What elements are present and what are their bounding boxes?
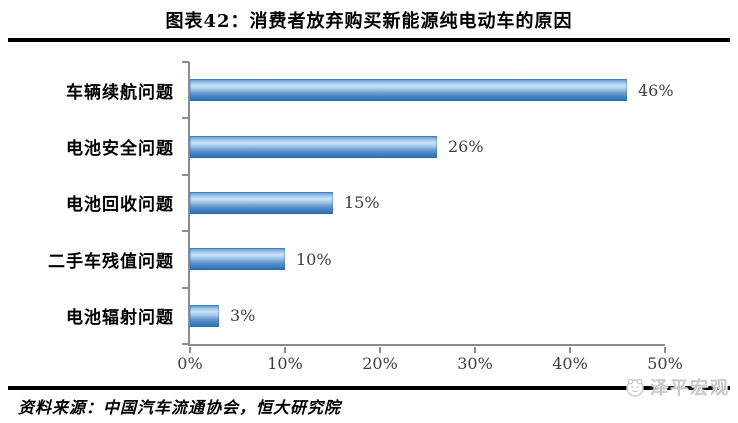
bar-row: 46% — [190, 62, 674, 118]
bar-row: 26% — [190, 118, 665, 174]
x-axis-tick-label: 10% — [267, 354, 303, 373]
category-label: 电池辐射问题 — [66, 308, 174, 329]
value-label: 26% — [448, 137, 484, 157]
category-label: 二手车残值问题 — [48, 251, 174, 272]
category-label: 车辆续航问题 — [66, 82, 174, 103]
x-axis-tick-label: 30% — [457, 354, 493, 373]
x-axis-tick — [569, 347, 571, 353]
zeping-macro-watermark: 泽平宏观 — [624, 374, 730, 400]
value-label: 15% — [344, 193, 380, 213]
source-note: 资料来源：中国汽车流通协会，恒大研究院 — [18, 398, 342, 417]
zeping-macro-mascot-icon — [626, 378, 644, 397]
y-axis-tick — [182, 117, 189, 120]
x-axis-tick-label: 0% — [177, 354, 203, 373]
x-axis-tick — [189, 347, 191, 353]
x-axis-tick — [379, 347, 381, 353]
x-axis-tick-label: 20% — [362, 354, 398, 373]
bar-row: 3% — [190, 288, 665, 344]
y-axis-tick — [182, 286, 189, 289]
y-axis-tick — [182, 173, 189, 176]
bar — [190, 79, 627, 102]
bar — [190, 248, 285, 271]
x-axis-tick — [474, 347, 476, 353]
x-axis-tick — [664, 347, 666, 353]
plot-area: 46% 26% 15% 10% 3% 0% 10% 20% 30% 40% 50% — [177, 61, 683, 373]
y-axis-tick — [182, 343, 189, 345]
value-label: 10% — [296, 249, 332, 269]
category-axis-labels: 车辆续航问题 电池安全问题 电池回收问题二手车残值问题电池辐射问题 — [0, 62, 180, 344]
x-axis-tick-label: 40% — [552, 354, 588, 373]
value-label: 46% — [638, 80, 674, 100]
chart-title: 图表42：消费者放弃购买新能源纯电动车的原因 — [165, 11, 573, 32]
category-label: 电池安全问题 — [66, 139, 174, 160]
y-axis-tick — [182, 230, 189, 233]
bar — [190, 304, 219, 327]
x-axis-tick — [284, 347, 286, 353]
bar-row: 15% — [190, 175, 665, 231]
category-label: 电池回收问题 — [66, 195, 174, 216]
y-axis-tick — [182, 61, 189, 63]
bar — [190, 191, 333, 214]
top-divider-rule — [8, 38, 730, 42]
bottom-divider-rule — [8, 386, 730, 390]
x-axis-tick-label: 50% — [647, 354, 683, 373]
value-label: 3% — [230, 306, 256, 326]
bar — [190, 135, 437, 158]
watermark-label: 泽平宏观 — [650, 378, 730, 399]
bar-row: 10% — [190, 231, 665, 287]
